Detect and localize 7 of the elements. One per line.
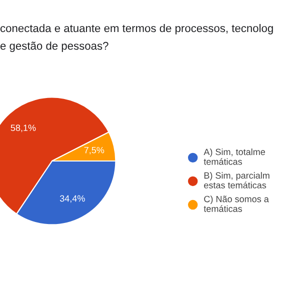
data-label: 7,5% bbox=[84, 146, 104, 154]
data-label: 34,4% bbox=[60, 195, 85, 203]
legend-label: A) Sim, totalme temáticas bbox=[204, 148, 265, 165]
legend-label: B) Sim, parcialm estas temáticas bbox=[204, 172, 270, 188]
legend-label: C) Não somos a temáticas bbox=[204, 196, 269, 212]
data-label: 58,1% bbox=[10, 124, 36, 132]
chart-title: conectada e atuante em termos de processos, tecnolog e gestão de pessoas? bbox=[0, 24, 273, 52]
